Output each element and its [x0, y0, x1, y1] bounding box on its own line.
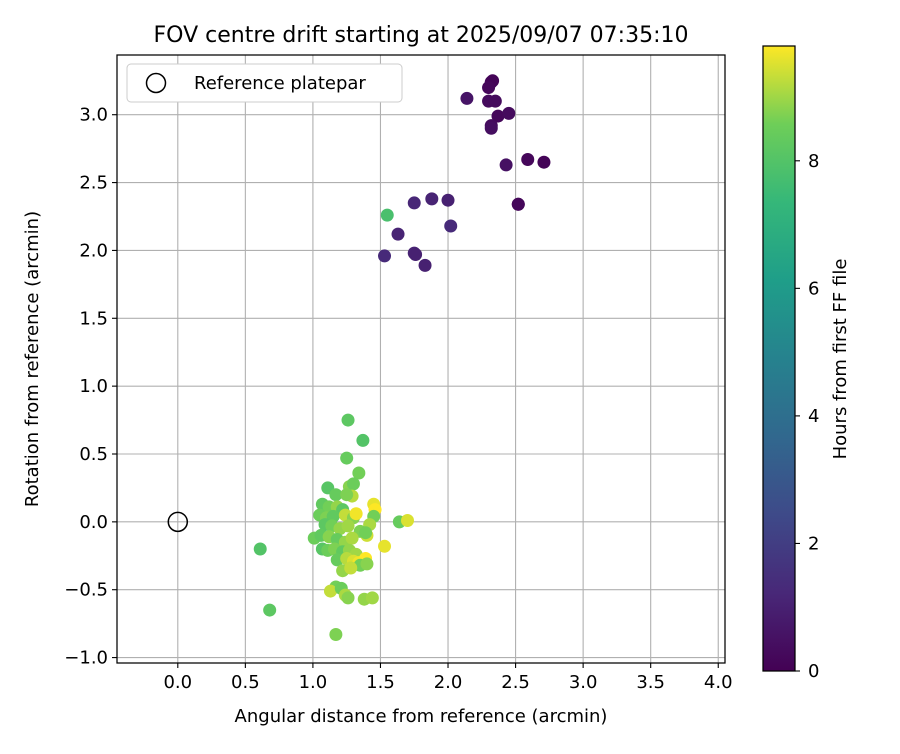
x-tick-label: 1.0 [299, 672, 328, 693]
x-tick-label: 0.0 [163, 672, 192, 693]
data-point [391, 227, 405, 241]
x-tick-label: 2.0 [434, 672, 463, 693]
colorbar [762, 45, 796, 672]
colorbar-tick-label: 4 [808, 406, 819, 427]
data-point [352, 466, 366, 480]
data-point [521, 153, 535, 166]
data-point [407, 196, 421, 210]
data-point [441, 193, 455, 207]
x-tick-label: 3.5 [636, 672, 665, 693]
legend: Reference platepar [126, 63, 403, 103]
y-tick-label: 1.0 [79, 376, 108, 397]
data-point [444, 219, 458, 233]
data-point [460, 91, 474, 105]
legend-marker-icon [145, 72, 167, 94]
data-point [341, 413, 355, 427]
data-points [253, 74, 551, 641]
data-point [349, 507, 363, 521]
data-point [359, 526, 373, 540]
data-point [488, 94, 502, 108]
data-point [346, 477, 360, 491]
data-point [491, 109, 505, 123]
y-tick-label: 0.0 [79, 512, 108, 533]
data-point [356, 433, 370, 447]
x-tick-label: 0.5 [231, 672, 260, 693]
data-point [409, 248, 423, 261]
legend-label: Reference platepar [194, 73, 366, 94]
data-point [340, 488, 354, 502]
data-point [329, 488, 343, 502]
data-point [484, 121, 498, 135]
y-tick-label: 0.5 [79, 444, 108, 465]
data-point [344, 561, 358, 575]
x-axis-ticks: 0.0 0.5 1.0 1.5 2.0 2.5 3.0 3.5 4.0 [163, 663, 733, 693]
y-axis-label: Rotation from reference (arcmin) [22, 211, 43, 507]
reference-marker-group [167, 511, 189, 533]
y-tick-label: 1.5 [79, 308, 108, 329]
y-tick-label: −1.0 [64, 648, 108, 669]
data-point [400, 514, 414, 527]
data-point [253, 542, 267, 556]
y-tick-label: 2.5 [79, 173, 108, 194]
colorbar-tick-label: 8 [808, 151, 819, 172]
data-point [326, 509, 340, 523]
x-tick-label: 4.0 [704, 672, 733, 693]
legend-box [126, 63, 403, 103]
y-tick-label: 2.0 [79, 240, 108, 261]
data-point [537, 155, 551, 169]
data-point [329, 628, 343, 641]
data-point [499, 158, 513, 172]
data-point [482, 81, 496, 95]
data-point [378, 539, 392, 553]
colorbar-label: Hours from first FF file [830, 259, 851, 460]
y-tick-label: 3.0 [79, 105, 108, 126]
data-point [425, 192, 439, 206]
data-point [365, 591, 379, 605]
data-point [511, 197, 525, 211]
data-point [323, 584, 337, 598]
data-point [418, 258, 432, 272]
colorbar-tick-label: 6 [808, 278, 819, 299]
data-point [360, 557, 374, 571]
grid [117, 55, 725, 663]
colorbar-tick-label: 2 [808, 533, 819, 554]
plot-frame [116, 54, 726, 664]
chart-title: FOV centre drift starting at 2025/09/07 … [154, 23, 689, 48]
data-point [378, 249, 392, 263]
colorbar-ticks: 0 2 4 6 8 [795, 151, 819, 682]
x-axis-label: Angular distance from reference (arcmin) [235, 706, 608, 727]
data-point [380, 208, 394, 222]
x-tick-label: 1.5 [366, 672, 395, 693]
colorbar-tick-label: 0 [808, 661, 819, 682]
x-tick-label: 3.0 [569, 672, 598, 693]
y-axis-ticks: −1.0 −0.5 0.0 0.5 1.0 1.5 2.0 2.5 3.0 [64, 105, 117, 669]
data-point [341, 591, 355, 605]
data-point [341, 519, 355, 533]
data-point [345, 531, 359, 545]
x-tick-label: 2.5 [501, 672, 530, 693]
data-point [502, 106, 516, 120]
y-tick-label: −0.5 [64, 580, 108, 601]
data-point [263, 603, 277, 617]
reference-platepar-marker [167, 511, 189, 533]
data-point [340, 451, 354, 465]
